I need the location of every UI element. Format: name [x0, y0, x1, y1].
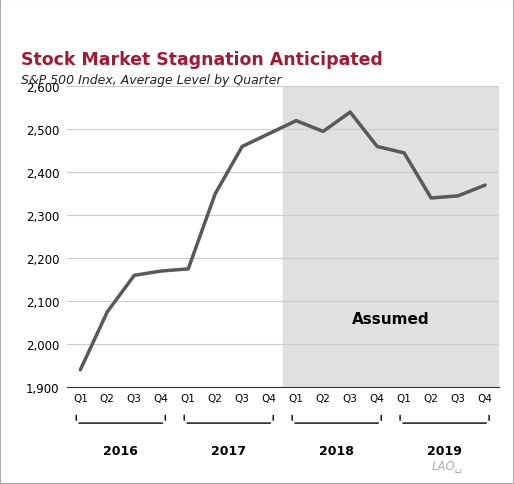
Text: Stock Market Stagnation Anticipated: Stock Market Stagnation Anticipated	[21, 51, 382, 69]
Text: Assumed: Assumed	[352, 311, 430, 326]
Text: LAO␣: LAO␣	[431, 459, 463, 472]
Text: 2016: 2016	[103, 444, 138, 457]
Text: S&P 500 Index, Average Level by Quarter: S&P 500 Index, Average Level by Quarter	[21, 74, 281, 87]
Text: 2018: 2018	[319, 444, 354, 457]
Text: 2017: 2017	[211, 444, 246, 457]
Bar	[283, 87, 499, 387]
Text: 2019: 2019	[427, 444, 462, 457]
Text: Figure 3: Figure 3	[11, 10, 76, 24]
